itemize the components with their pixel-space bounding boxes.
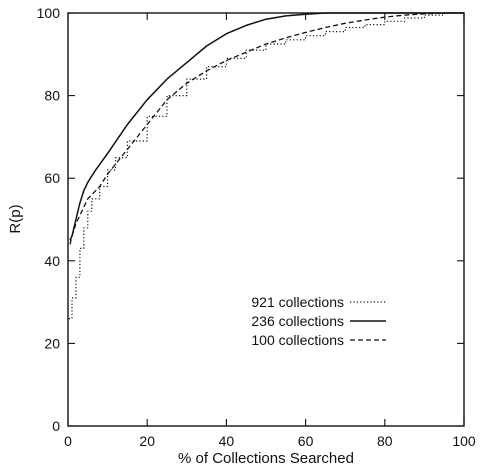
legend-label: 921 collections bbox=[251, 294, 344, 310]
x-tick-label: 0 bbox=[64, 433, 72, 449]
y-axis-title: R(p) bbox=[7, 204, 24, 233]
x-axis-title: % of Collections Searched bbox=[178, 450, 354, 467]
x-tick-label: 100 bbox=[452, 433, 476, 449]
y-tick-labels: 0 20 40 60 80 100 bbox=[37, 5, 61, 434]
legend-label: 100 collections bbox=[251, 332, 344, 348]
series-line-1 bbox=[68, 12, 464, 320]
x-tick-labels: 0 20 40 60 80 100 bbox=[64, 433, 476, 449]
legend-label: 236 collections bbox=[251, 313, 344, 329]
plot-frame bbox=[67, 12, 465, 427]
y-tick-label: 80 bbox=[44, 88, 60, 104]
series-line-3 bbox=[69, 12, 464, 245]
y-tick-label: 60 bbox=[44, 170, 60, 186]
x-tick-label: 60 bbox=[298, 433, 314, 449]
legend: 921 collections 236 collections 100 collec… bbox=[251, 294, 386, 348]
series-layer bbox=[68, 12, 464, 320]
axis-ticks bbox=[67, 12, 465, 427]
y-tick-label: 20 bbox=[44, 335, 60, 351]
x-tick-label: 80 bbox=[377, 433, 393, 449]
y-tick-label: 0 bbox=[52, 418, 60, 434]
y-tick-label: 100 bbox=[37, 5, 61, 21]
series-line-2 bbox=[69, 12, 464, 241]
x-tick-label: 20 bbox=[139, 433, 155, 449]
x-tick-label: 40 bbox=[219, 433, 235, 449]
y-tick-label: 40 bbox=[44, 253, 60, 269]
